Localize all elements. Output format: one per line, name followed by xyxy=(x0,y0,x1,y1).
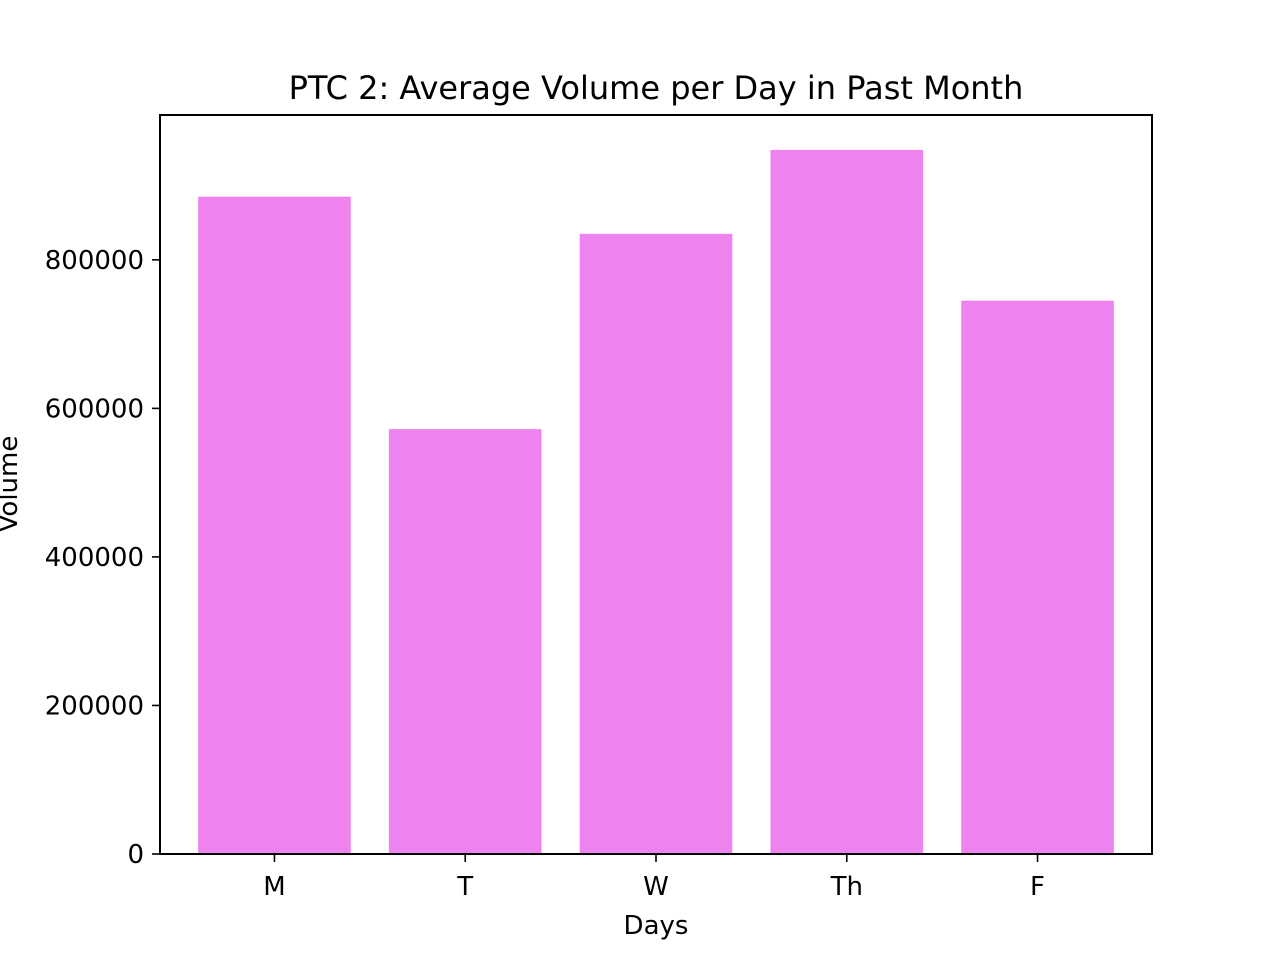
x-tick-label: Th xyxy=(830,872,863,902)
x-tick-label: M xyxy=(263,872,285,902)
x-tick-label: T xyxy=(456,872,473,902)
x-tick-label: W xyxy=(643,872,669,902)
bar-t xyxy=(388,429,542,854)
bar-m xyxy=(198,196,351,854)
bars-group xyxy=(198,149,1114,854)
y-tick-label: 400000 xyxy=(45,543,144,573)
y-tick-label: 200000 xyxy=(45,691,144,721)
y-tick-label: 600000 xyxy=(45,394,144,424)
bar-w xyxy=(579,233,733,854)
y-axis: 0 200000 400000 600000 800000 xyxy=(45,246,160,870)
x-axis: M T W Th F xyxy=(263,854,1045,902)
y-tick-label: 800000 xyxy=(45,246,144,276)
plot-frame xyxy=(159,114,1153,855)
y-tick-label: 0 xyxy=(127,840,144,870)
x-axis-label: Days xyxy=(624,911,689,941)
bar-th xyxy=(770,149,924,854)
bar-f xyxy=(961,300,1114,854)
x-tick-label: F xyxy=(1030,872,1045,902)
y-axis-label: Volume xyxy=(0,436,24,533)
chart-title: PTC 2: Average Volume per Day in Past Mo… xyxy=(289,69,1024,107)
